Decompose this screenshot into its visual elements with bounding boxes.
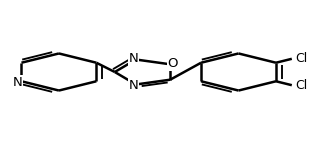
Text: Cl: Cl [295,79,307,92]
Text: N: N [128,79,138,92]
Text: N: N [13,76,22,89]
Text: O: O [168,57,178,70]
Text: Cl: Cl [295,52,307,65]
Text: N: N [128,52,138,65]
